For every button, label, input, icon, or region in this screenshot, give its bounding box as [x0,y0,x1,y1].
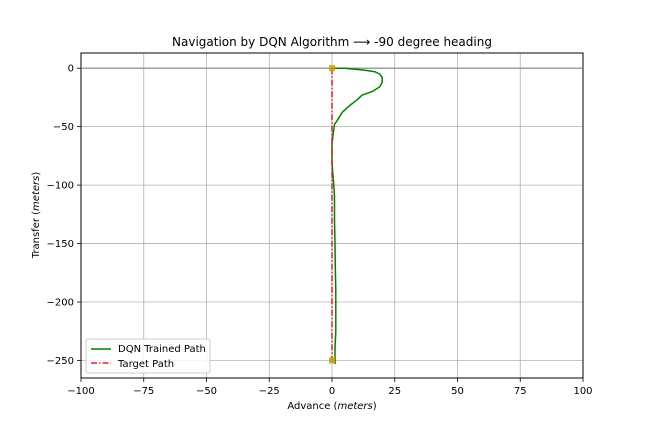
x-axis-unit: meters [337,401,372,412]
legend: DQN Trained Path Target Path [85,338,211,374]
x-tick-label: −75 [133,386,154,397]
y-tick-label: −250 [47,356,74,367]
y-tick-label: 0 [68,64,74,75]
legend-label-target-path: Target Path [117,359,174,370]
x-tick-label: 100 [573,386,592,397]
y-axis-unit: meters [31,176,42,211]
waypoint-marker [329,65,335,72]
y-axis-label-text: Transfer [31,217,42,259]
legend-box [85,338,211,374]
y-tick-label: −50 [53,122,74,133]
x-tick-label: −50 [196,386,217,397]
y-tick-label: −150 [47,239,74,250]
x-axis-label: Advance (meters) [287,401,376,412]
y-axis-label: Transfer (meters) [31,172,42,260]
x-tick-label: −100 [67,386,94,397]
x-tick-label: 50 [451,386,464,397]
y-tick-label: −100 [47,181,74,192]
x-tick-label: 75 [514,386,527,397]
waypoint-marker [329,357,335,364]
series-line-dqn-trained-path [331,67,383,364]
x-tick-label: 0 [329,386,335,397]
x-axis-ticks: −100 −75 −50 −25 0 25 50 75 100 [67,378,593,397]
chart-title: Navigation by DQN Algorithm ⟶ -90 degree… [172,35,492,49]
x-tick-label: 25 [388,386,401,397]
legend-label-dqn-trained-path: DQN Trained Path [118,344,206,355]
y-tick-label: −200 [47,298,74,309]
series-layer [81,65,583,364]
x-axis-label-text: Advance [287,401,330,412]
y-axis-ticks: 0 −50 −100 −150 −200 −250 [47,64,81,367]
x-tick-label: −25 [259,386,280,397]
